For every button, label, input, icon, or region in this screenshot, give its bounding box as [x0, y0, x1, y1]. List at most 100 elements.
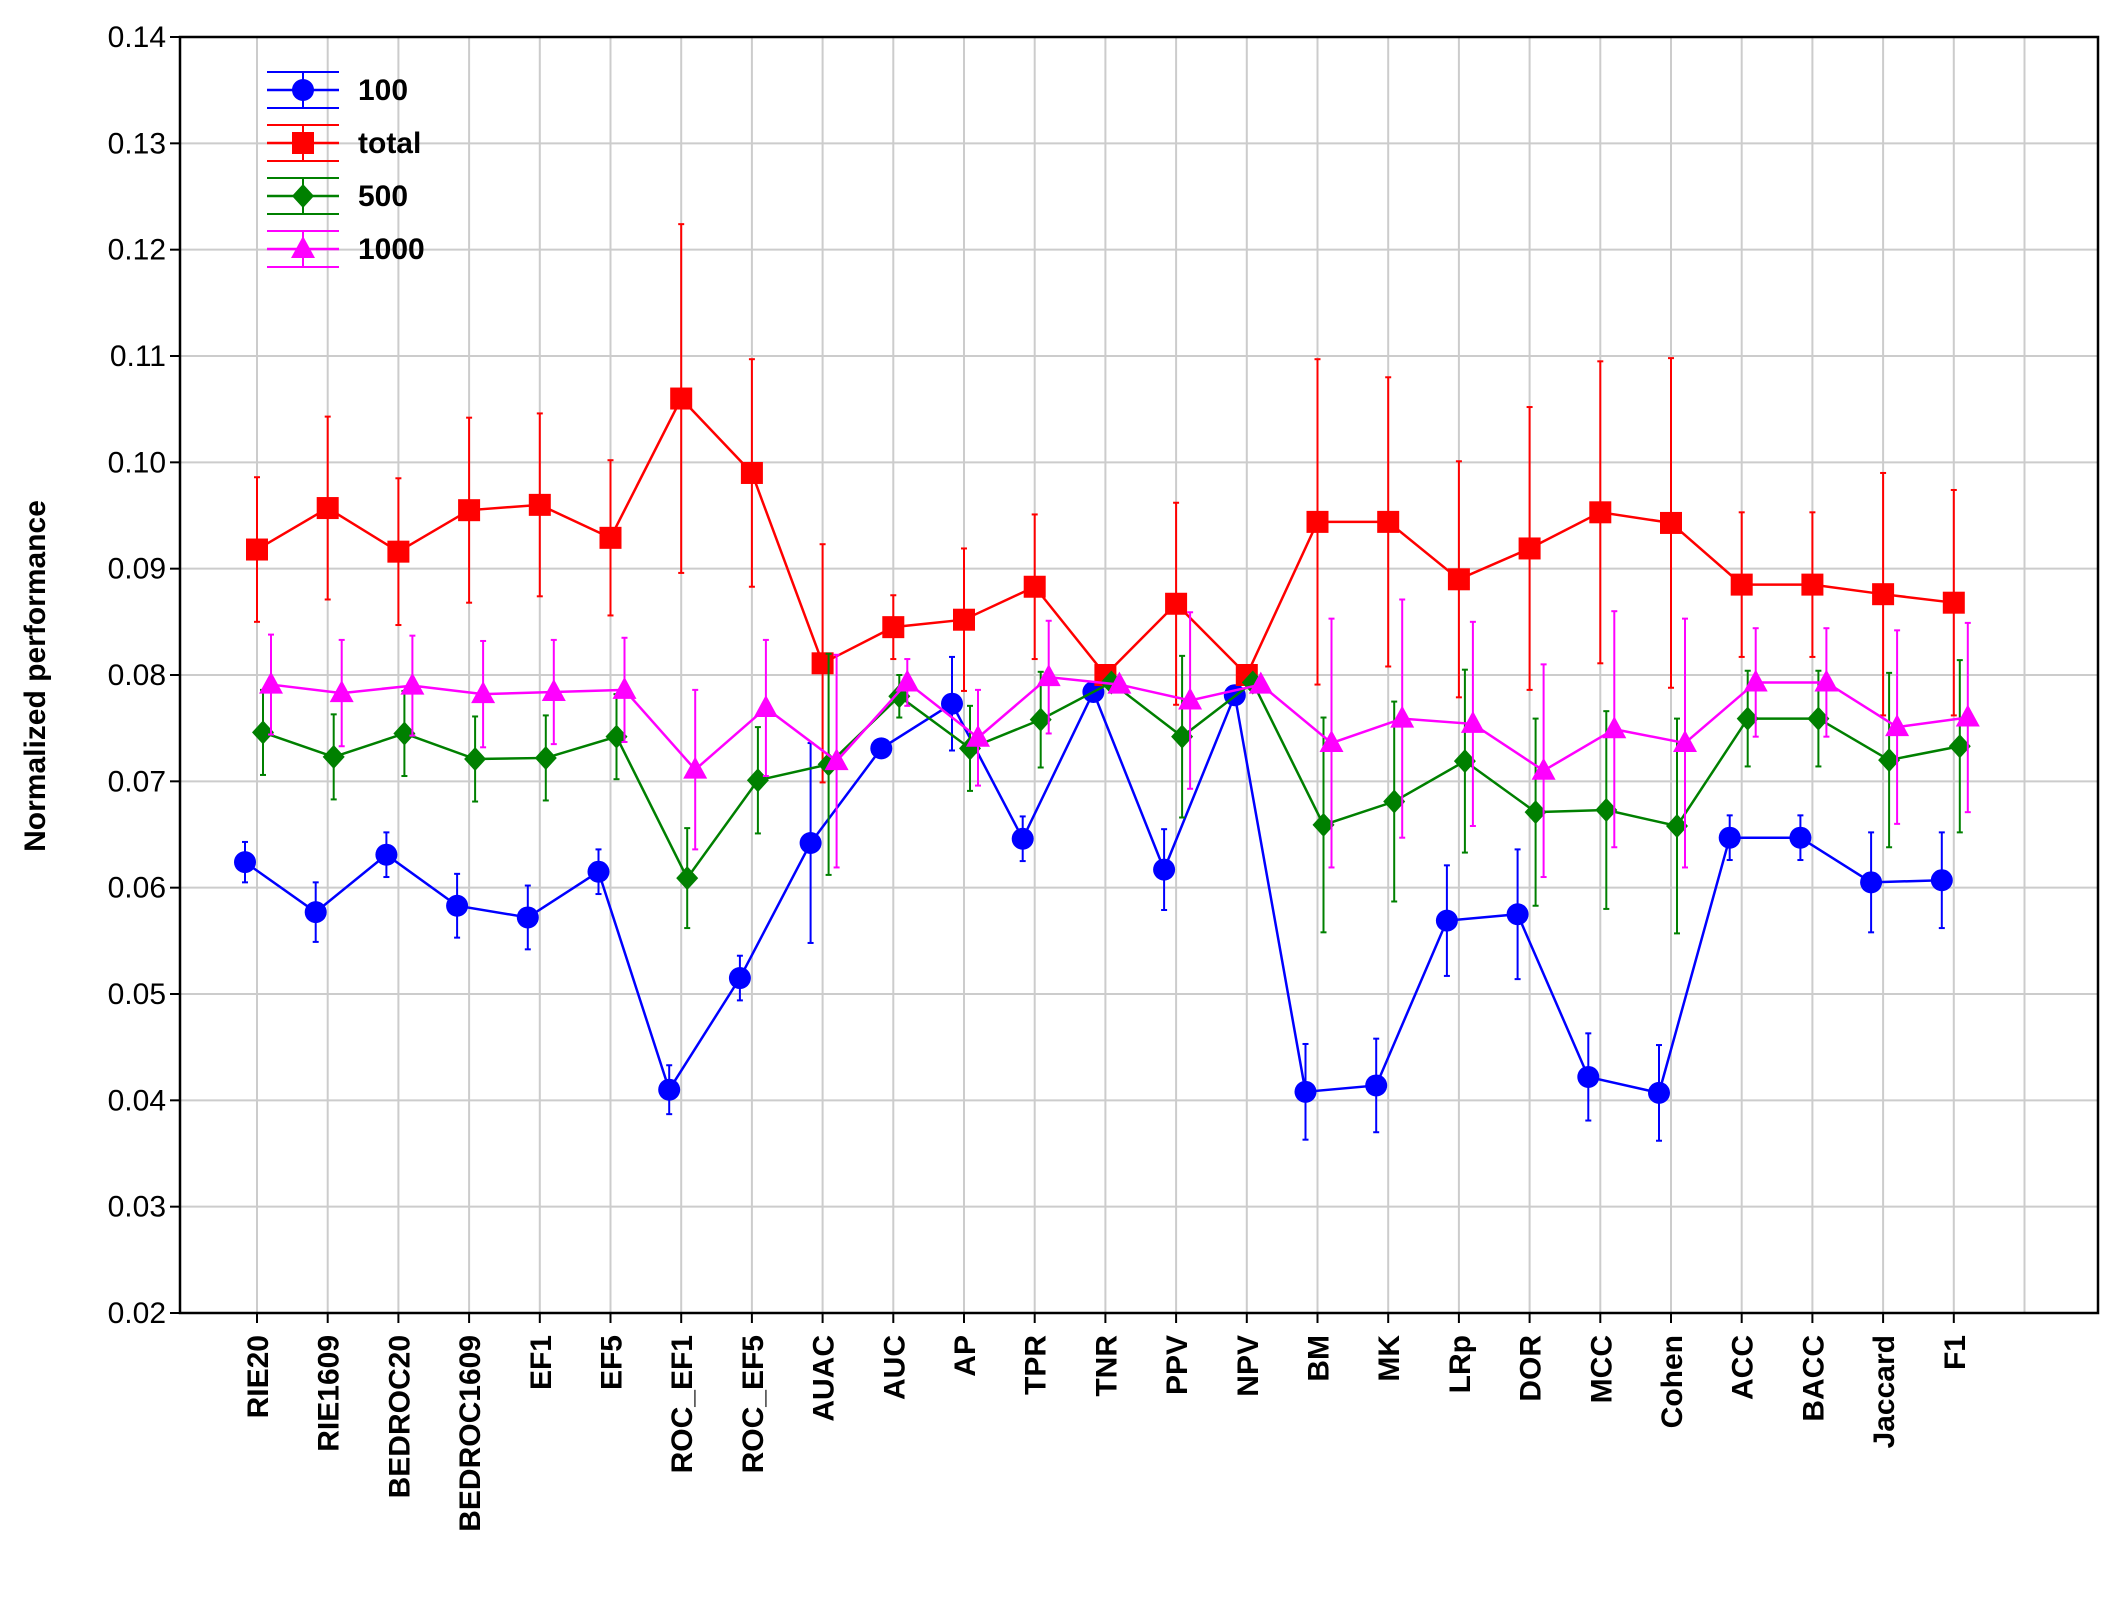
x-tick-label: RIE1609 — [313, 1335, 346, 1452]
legend-marker — [292, 132, 314, 154]
data-point — [612, 676, 637, 699]
data-point — [1743, 669, 1768, 692]
data-point — [870, 737, 893, 760]
data-point — [1171, 724, 1194, 749]
data-point — [1153, 858, 1176, 881]
data-point — [1801, 573, 1824, 596]
x-tick-label: Cohen — [1656, 1335, 1689, 1428]
data-point — [304, 901, 327, 924]
data-point — [966, 724, 990, 747]
data-point — [1814, 669, 1839, 692]
data-point — [471, 681, 496, 704]
series-1000 — [259, 598, 1980, 879]
data-point — [746, 768, 769, 793]
data-point — [1365, 1074, 1388, 1097]
x-tick-label: ACC — [1727, 1335, 1760, 1400]
data-point — [811, 652, 834, 675]
data-point — [1383, 789, 1406, 814]
data-point — [1447, 568, 1470, 591]
data-point — [1165, 592, 1188, 615]
data-point — [1306, 510, 1329, 533]
legend-label: total — [358, 127, 421, 160]
data-point — [1789, 826, 1812, 849]
data-point — [1319, 730, 1344, 753]
legend-label: 500 — [358, 180, 408, 213]
legend-label: 100 — [358, 74, 408, 107]
data-point — [1718, 826, 1741, 849]
data-point — [1029, 707, 1052, 732]
plot-frame — [178, 35, 2100, 1315]
data-point — [1736, 706, 1759, 731]
data-point — [234, 851, 256, 874]
legend-item: total — [267, 124, 421, 162]
legend-marker — [292, 184, 314, 208]
y-tick-label: 0.02 — [108, 1297, 166, 1330]
legend-label: 1000 — [358, 233, 425, 266]
y-tick-label: 0.12 — [108, 234, 166, 267]
data-point — [1390, 705, 1415, 728]
legend-item: 100 — [267, 71, 408, 109]
data-point — [799, 832, 822, 855]
data-point — [670, 387, 693, 410]
data-point — [375, 843, 398, 866]
legend-marker — [291, 236, 315, 258]
series-500 — [252, 652, 1971, 935]
data-point — [587, 860, 610, 883]
legend-marker — [292, 79, 314, 101]
data-point — [1602, 716, 1627, 739]
data-point — [1666, 813, 1688, 838]
x-tick-label: MK — [1373, 1335, 1406, 1382]
y-tick-label: 0.13 — [108, 127, 166, 160]
x-tick-label: Jaccard — [1868, 1335, 1901, 1448]
y-tick-label: 0.07 — [108, 765, 166, 798]
legend: 100 total 500 1000 — [267, 71, 425, 268]
x-tick-label: RIE20 — [242, 1335, 275, 1418]
data-point — [1673, 730, 1697, 753]
x-tick-label: PPV — [1161, 1335, 1194, 1395]
y-tick-label: 0.03 — [108, 1191, 166, 1224]
data-point — [658, 1078, 681, 1101]
x-tick-label: EF5 — [596, 1335, 629, 1390]
data-point — [740, 461, 763, 484]
data-point — [676, 866, 699, 891]
data-point — [953, 608, 975, 631]
y-axis-title: Normalized performance — [19, 500, 52, 852]
data-point — [1506, 903, 1529, 926]
data-point — [329, 680, 354, 703]
y-tick-label: 0.04 — [108, 1084, 166, 1117]
data-point — [1948, 734, 1971, 759]
data-point — [1531, 757, 1556, 780]
data-point — [1955, 704, 1980, 727]
data-point — [1930, 869, 1953, 892]
x-tick-label: F1 — [1939, 1335, 1972, 1370]
series-layer — [234, 223, 1980, 1142]
data-point — [252, 720, 274, 745]
data-point — [895, 669, 920, 692]
x-tick-label: EF1 — [525, 1335, 558, 1390]
data-point — [1294, 1080, 1317, 1103]
x-tick-label: LRp — [1444, 1335, 1477, 1393]
y-tick-label: 0.05 — [108, 978, 166, 1011]
y-tick-label: 0.10 — [108, 446, 166, 479]
data-point — [1942, 591, 1965, 614]
x-tick-label: TNR — [1090, 1335, 1123, 1397]
data-point — [1860, 871, 1883, 894]
data-point — [1807, 706, 1830, 731]
data-point — [683, 756, 708, 779]
data-point — [322, 744, 345, 769]
x-tick-label: ROC_EF5 — [737, 1335, 770, 1473]
data-point — [528, 493, 551, 516]
data-point — [1518, 537, 1541, 560]
data-point — [1730, 573, 1753, 596]
data-point — [1872, 583, 1895, 606]
y-tick-label: 0.09 — [108, 553, 166, 586]
x-tick-label: AUC — [878, 1335, 911, 1400]
x-tick-label: BACC — [1797, 1335, 1830, 1422]
data-point — [1435, 909, 1458, 932]
data-point — [400, 672, 425, 695]
data-point — [1885, 714, 1910, 737]
data-point — [1453, 749, 1476, 774]
